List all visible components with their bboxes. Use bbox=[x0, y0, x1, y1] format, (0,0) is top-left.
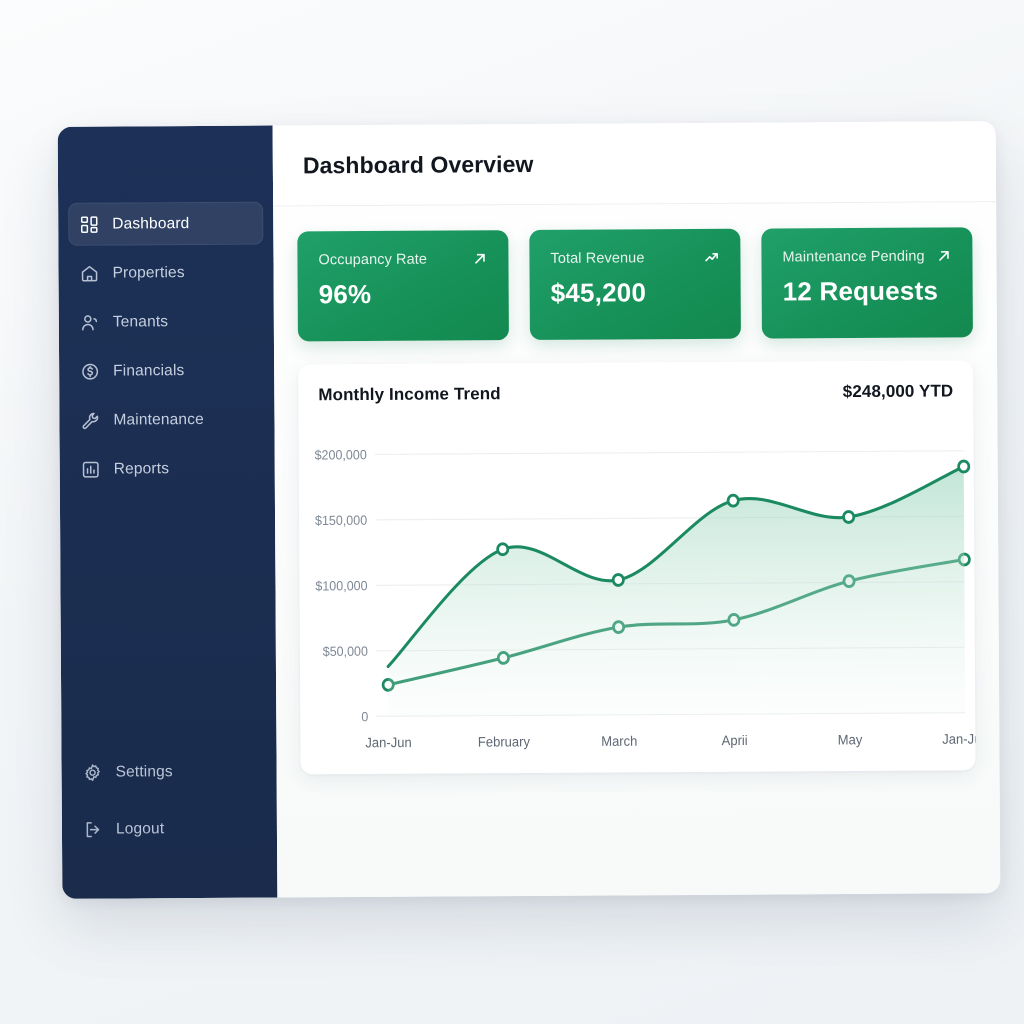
sidebar-item-label: Logout bbox=[115, 819, 165, 838]
sidebar-item-settings[interactable]: Settings bbox=[71, 750, 266, 794]
data-point-marker[interactable] bbox=[611, 573, 625, 587]
chart-y-tick-labels: $200,000 $150,000 $100,000 $50,000 0 bbox=[315, 447, 369, 725]
x-tick-label: Aprii bbox=[722, 733, 748, 749]
data-point-marker[interactable] bbox=[957, 459, 971, 474]
data-point-marker[interactable] bbox=[726, 493, 740, 508]
gridline bbox=[374, 450, 964, 455]
wrench-icon bbox=[80, 410, 100, 430]
sidebar-item-label: Properties bbox=[112, 263, 185, 282]
sidebar-item-maintenance[interactable]: Maintenance bbox=[69, 398, 264, 442]
top-bar: Dashboard Overview bbox=[272, 121, 997, 207]
kpi-label: Occupancy Rate bbox=[318, 251, 428, 268]
y-tick-label: $50,000 bbox=[323, 643, 368, 659]
series-area bbox=[388, 466, 966, 717]
sidebar-item-label: Reports bbox=[113, 459, 170, 478]
monthly-income-trend-card: Monthly Income Trend $248,000 YTD bbox=[298, 360, 976, 775]
app-window: Dashboard Properties bbox=[57, 121, 1001, 899]
main-content: Dashboard Overview Occupancy Rate bbox=[272, 121, 1001, 898]
kpi-card-row: Occupancy Rate 96% Total Revenue bbox=[297, 227, 973, 342]
logout-icon bbox=[83, 819, 103, 839]
sidebar-item-label: Tenants bbox=[112, 312, 169, 331]
kpi-value: $45,200 bbox=[550, 277, 647, 308]
kpi-card-header: Maintenance Pending bbox=[782, 247, 952, 265]
kpi-card-header: Occupancy Rate bbox=[318, 250, 488, 268]
sidebar-item-reports[interactable]: Reports bbox=[70, 447, 265, 491]
kpi-card-header: Total Revenue bbox=[550, 249, 720, 267]
page-title: Dashboard Overview bbox=[302, 150, 534, 178]
series-line bbox=[386, 464, 966, 669]
kpi-value: 12 Requests bbox=[782, 275, 939, 307]
x-tick-label: May bbox=[838, 732, 863, 748]
sidebar-item-label: Settings bbox=[115, 762, 173, 781]
y-tick-label: $200,000 bbox=[315, 447, 367, 463]
chart-ytd-value: $248,000 YTD bbox=[842, 381, 954, 402]
y-tick-label: 0 bbox=[361, 709, 368, 725]
sidebar-item-dashboard[interactable]: Dashboard bbox=[68, 201, 264, 246]
sidebar-item-tenants[interactable]: Tenants bbox=[69, 300, 264, 344]
sidebar-item-label: Maintenance bbox=[113, 410, 204, 429]
content-area: Occupancy Rate 96% Total Revenue bbox=[273, 202, 999, 775]
sidebar-secondary-nav: Settings Logout bbox=[61, 750, 277, 899]
x-tick-label: February bbox=[478, 734, 530, 750]
gear-icon bbox=[83, 762, 103, 782]
x-tick-label: March bbox=[601, 733, 637, 749]
chart-card-header: Monthly Income Trend $248,000 YTD bbox=[318, 381, 953, 405]
sidebar-item-label: Dashboard bbox=[112, 214, 190, 233]
arrow-up-right-icon bbox=[935, 247, 952, 264]
chart-title: Monthly Income Trend bbox=[318, 384, 501, 405]
x-tick-label: Jan-Jun bbox=[365, 735, 411, 751]
bar-chart-icon bbox=[81, 459, 101, 479]
grid-icon bbox=[79, 214, 99, 234]
chart-plot[interactable]: $200,000 $150,000 $100,000 $50,000 0 Jan-Jun… bbox=[298, 418, 976, 774]
line-chart-svg: $200,000 $150,000 $100,000 $50,000 0 Jan-Jun… bbox=[315, 447, 976, 751]
x-tick-label: Jan-Jun bbox=[942, 731, 975, 747]
kpi-label: Maintenance Pending bbox=[782, 248, 925, 265]
kpi-card-occupancy-rate[interactable]: Occupancy Rate 96% bbox=[297, 230, 509, 342]
sidebar-item-logout[interactable]: Logout bbox=[72, 807, 267, 851]
trending-up-icon bbox=[703, 249, 720, 266]
kpi-card-maintenance-pending[interactable]: Maintenance Pending 12 Requests bbox=[761, 227, 973, 339]
sidebar: Dashboard Properties bbox=[57, 125, 278, 899]
sidebar-item-financials[interactable]: Financials bbox=[69, 349, 264, 393]
chart-x-tick-labels: Jan-Jun February March Aprii May Jan-Jun bbox=[365, 731, 975, 750]
y-tick-label: $100,000 bbox=[315, 578, 367, 594]
arrow-up-right-icon bbox=[471, 250, 488, 267]
home-icon bbox=[79, 263, 99, 283]
y-tick-label: $150,000 bbox=[315, 512, 367, 528]
users-icon bbox=[80, 312, 100, 332]
sidebar-item-properties[interactable]: Properties bbox=[68, 251, 263, 295]
kpi-card-total-revenue[interactable]: Total Revenue $45,200 bbox=[529, 228, 741, 340]
kpi-label: Total Revenue bbox=[550, 249, 645, 267]
data-point-marker[interactable] bbox=[842, 510, 856, 524]
kpi-value: 96% bbox=[318, 278, 372, 310]
chart-series bbox=[381, 459, 971, 717]
data-point-marker[interactable] bbox=[496, 542, 510, 557]
sidebar-primary-nav: Dashboard Properties bbox=[58, 201, 275, 497]
sidebar-item-label: Financials bbox=[113, 361, 185, 380]
dollar-circle-icon bbox=[80, 361, 100, 381]
